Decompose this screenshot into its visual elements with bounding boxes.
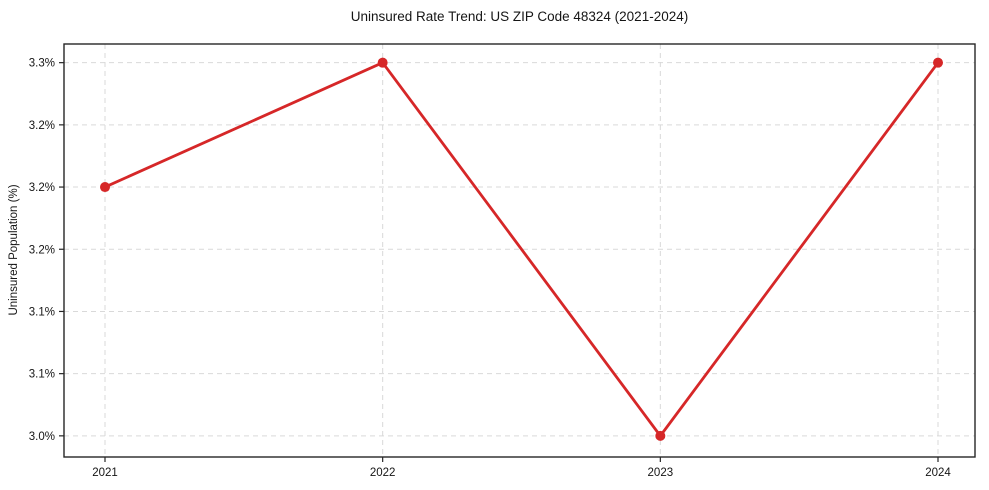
y-tick-label: 3.2%	[29, 120, 55, 132]
trend-line	[103, 61, 940, 438]
y-tick-label: 3.3%	[29, 58, 55, 70]
y-tick-label: 3.2%	[29, 244, 55, 256]
y-tick-label: 3.1%	[29, 306, 55, 318]
y-tick-label: 3.2%	[29, 182, 55, 194]
data-point	[655, 430, 666, 441]
data-point	[377, 57, 388, 68]
y-tick-label: 3.1%	[29, 369, 55, 381]
y-tick-label: 3.0%	[29, 431, 55, 443]
chart-title: Uninsured Rate Trend: US ZIP Code 48324 …	[350, 9, 689, 24]
x-tick-label: 2024	[925, 467, 951, 479]
x-tick-label: 2022	[370, 467, 396, 479]
data-point	[100, 182, 110, 193]
x-tick-label: 2021	[92, 467, 118, 479]
data-point	[933, 57, 943, 68]
axes-frame	[63, 43, 976, 458]
x-tick-label: 2023	[648, 467, 674, 479]
